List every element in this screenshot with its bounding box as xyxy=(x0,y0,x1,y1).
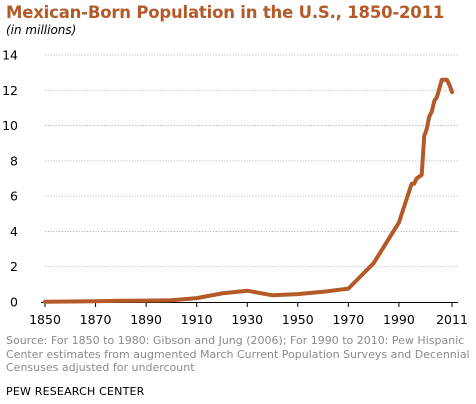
chart-title: Mexican-Born Population in the U.S., 185… xyxy=(6,3,445,22)
x-axis: 1850 1870 1890 1910 1930 1950 1970 1990 2011 xyxy=(29,302,468,327)
x-tick-label: 1990 xyxy=(383,312,415,327)
y-tick-label: 8 xyxy=(10,153,18,168)
source-note: Source: For 1850 to 1980: Gibson and Jun… xyxy=(6,334,470,374)
x-tick-label: 1890 xyxy=(130,312,162,327)
y-tick-label: 2 xyxy=(10,259,18,274)
line-chart: 0 2 4 6 8 10 12 14 1850 1870 1890 1910 1930 1950 1970… xyxy=(2,48,468,328)
x-tick-label: 1910 xyxy=(181,312,213,327)
y-tick-label: 14 xyxy=(2,48,18,63)
x-tick-label: 2011 xyxy=(436,312,468,327)
y-tick-label: 12 xyxy=(2,83,18,98)
x-tick-label: 1930 xyxy=(231,312,263,327)
series-line xyxy=(43,77,454,304)
x-tick-label: 1950 xyxy=(282,312,314,327)
gridlines xyxy=(45,54,458,268)
y-tick-label: 6 xyxy=(10,189,18,204)
organization-credit: PEW RESEARCH CENTER xyxy=(6,385,145,398)
chart-subtitle: (in millions) xyxy=(6,23,77,37)
x-tick-label: 1970 xyxy=(332,312,364,327)
y-tick-label: 10 xyxy=(2,118,18,133)
x-tick-label: 1870 xyxy=(80,312,112,327)
x-tick-label: 1850 xyxy=(29,312,61,327)
series-line-path xyxy=(43,77,454,304)
y-tick-label: 0 xyxy=(10,295,18,310)
y-axis: 0 2 4 6 8 10 12 14 xyxy=(2,48,18,310)
y-tick-label: 4 xyxy=(10,224,18,239)
